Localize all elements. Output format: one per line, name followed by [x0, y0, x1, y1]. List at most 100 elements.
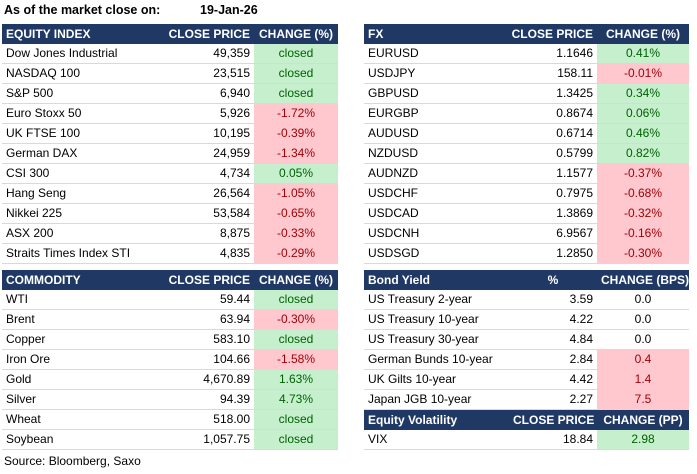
- commodity-change: -0.30%: [254, 309, 338, 330]
- equity-change: 0.05%: [254, 163, 338, 184]
- commodity-header-price: CLOSE PRICE: [162, 270, 254, 290]
- equity-header-price: CLOSE PRICE: [162, 24, 254, 44]
- equity-price: 24,959: [162, 143, 254, 164]
- fx-row: USDCAD 1.3869 -0.32%: [364, 203, 689, 224]
- commodity-row: Copper 583.10 closed: [2, 329, 338, 350]
- equity-price: 5,926: [162, 103, 254, 124]
- equity-price: 4,734: [162, 163, 254, 184]
- commodity-price: 94.39: [162, 389, 254, 410]
- fx-row: EURGBP 0.8674 0.06%: [364, 103, 689, 124]
- bonds-header-name: Bond Yield: [364, 270, 509, 290]
- fx-name: USDCHF: [364, 183, 479, 204]
- bond-change: 1.4: [597, 369, 689, 390]
- fx-name: EURUSD: [364, 44, 479, 64]
- volatility-name: VIX: [364, 430, 509, 450]
- equity-change: -0.39%: [254, 123, 338, 144]
- fx-price: 0.8674: [479, 103, 597, 124]
- equity-row: ASX 200 8,875 -0.33%: [2, 223, 338, 244]
- fx-price: 1.3425: [479, 83, 597, 104]
- fx-header-price: CLOSE PRICE: [479, 24, 597, 44]
- fx-name: GBPUSD: [364, 83, 479, 104]
- commodity-change: closed: [254, 329, 338, 350]
- fx-change: 0.41%: [597, 44, 689, 64]
- fx-name: USDCAD: [364, 203, 479, 224]
- fx-row: USDJPY 158.11 -0.01%: [364, 63, 689, 84]
- commodity-row: Silver 94.39 4.73%: [2, 389, 338, 410]
- equity-price: 23,515: [162, 63, 254, 84]
- fx-change: -0.01%: [597, 63, 689, 84]
- fx-row: USDCNH 6.9567 -0.16%: [364, 223, 689, 244]
- volatility-header-price: CLOSE PRICE: [509, 409, 597, 430]
- fx-change: -0.68%: [597, 183, 689, 204]
- volatility-header-name: Equity Volatility: [364, 409, 509, 430]
- equity-row: Hang Seng 26,564 -1.05%: [2, 183, 338, 204]
- bond-change: 7.5: [597, 389, 689, 410]
- commodity-price: 583.10: [162, 329, 254, 350]
- equity-name: Straits Times Index STI: [2, 243, 162, 264]
- volatility-change: 2.98: [597, 430, 689, 450]
- fx-header-row: FX CLOSE PRICE CHANGE (%): [364, 24, 689, 44]
- fx-price: 0.6714: [479, 123, 597, 144]
- bond-name: US Treasury 30-year: [364, 329, 509, 350]
- commodity-row: WTI 59.44 closed: [2, 290, 338, 310]
- equity-change: closed: [254, 44, 338, 64]
- equity-price: 4,835: [162, 243, 254, 264]
- commodity-price: 59.44: [162, 290, 254, 310]
- fx-change: -0.16%: [597, 223, 689, 244]
- equity-row: Euro Stoxx 50 5,926 -1.72%: [2, 103, 338, 124]
- fx-name: USDJPY: [364, 63, 479, 84]
- equity-change: closed: [254, 83, 338, 104]
- equity-name: Euro Stoxx 50: [2, 103, 162, 124]
- bond-row: US Treasury 30-year 4.84 0.0: [364, 329, 689, 350]
- fx-row: NZDUSD 0.5799 0.82%: [364, 143, 689, 164]
- equity-change: closed: [254, 63, 338, 84]
- equity-change: -1.05%: [254, 183, 338, 204]
- bond-name: US Treasury 10-year: [364, 309, 509, 330]
- commodity-price: 63.94: [162, 309, 254, 330]
- fx-change: -0.37%: [597, 163, 689, 184]
- fx-price: 6.9567: [479, 223, 597, 244]
- equity-name: UK FTSE 100: [2, 123, 162, 144]
- commodity-price: 1,057.75: [162, 429, 254, 450]
- equity-change: -0.33%: [254, 223, 338, 244]
- fx-change: -0.32%: [597, 203, 689, 224]
- commodity-name: Brent: [2, 309, 162, 330]
- equity-name: Hang Seng: [2, 183, 162, 204]
- bond-name: German Bunds 10-year: [364, 349, 509, 370]
- fx-change: 0.46%: [597, 123, 689, 144]
- commodity-name: Iron Ore: [2, 349, 162, 370]
- commodity-change: closed: [254, 290, 338, 310]
- equity-row: Nikkei 225 53,584 -0.65%: [2, 203, 338, 224]
- commodity-table: COMMODITY CLOSE PRICE CHANGE (%) WTI 59.4…: [2, 270, 338, 450]
- header-date: 19-Jan-26: [200, 3, 258, 17]
- bonds-header-row: Bond Yield % CHANGE (BPS): [364, 270, 689, 290]
- fx-row: USDSGD 1.2850 -0.30%: [364, 243, 689, 264]
- equity-price: 53,584: [162, 203, 254, 224]
- fx-name: NZDUSD: [364, 143, 479, 164]
- fx-header-name: FX: [364, 24, 479, 44]
- bond-row: US Treasury 2-year 3.59 0.0: [364, 290, 689, 310]
- fx-name: USDCNH: [364, 223, 479, 244]
- fx-name: AUDNZD: [364, 163, 479, 184]
- fx-name: AUDUSD: [364, 123, 479, 144]
- bond-row: Japan JGB 10-year 2.27 7.5: [364, 389, 689, 410]
- bond-change: 0.4: [597, 349, 689, 370]
- bond-row: US Treasury 10-year 4.22 0.0: [364, 309, 689, 330]
- commodity-change: -1.58%: [254, 349, 338, 370]
- bond-change: 0.0: [597, 290, 689, 310]
- bond-change: 0.0: [597, 329, 689, 350]
- bonds-table: Bond Yield % CHANGE (BPS) US Treasury 2-…: [364, 270, 689, 450]
- bond-price: 2.27: [509, 389, 597, 410]
- equity-header-name: EQUITY INDEX: [2, 24, 162, 44]
- volatility-price: 18.84: [509, 430, 597, 450]
- equity-name: CSI 300: [2, 163, 162, 184]
- commodity-row: Gold 4,670.89 1.63%: [2, 369, 338, 390]
- commodity-header-row: COMMODITY CLOSE PRICE CHANGE (%): [2, 270, 338, 290]
- equity-name: ASX 200: [2, 223, 162, 244]
- commodity-row: Iron Ore 104.66 -1.58%: [2, 349, 338, 370]
- fx-name: EURGBP: [364, 103, 479, 124]
- equity-change: -1.34%: [254, 143, 338, 164]
- volatility-row: VIX 18.84 2.98: [364, 430, 689, 450]
- commodity-name: Gold: [2, 369, 162, 390]
- equity-name: NASDAQ 100: [2, 63, 162, 84]
